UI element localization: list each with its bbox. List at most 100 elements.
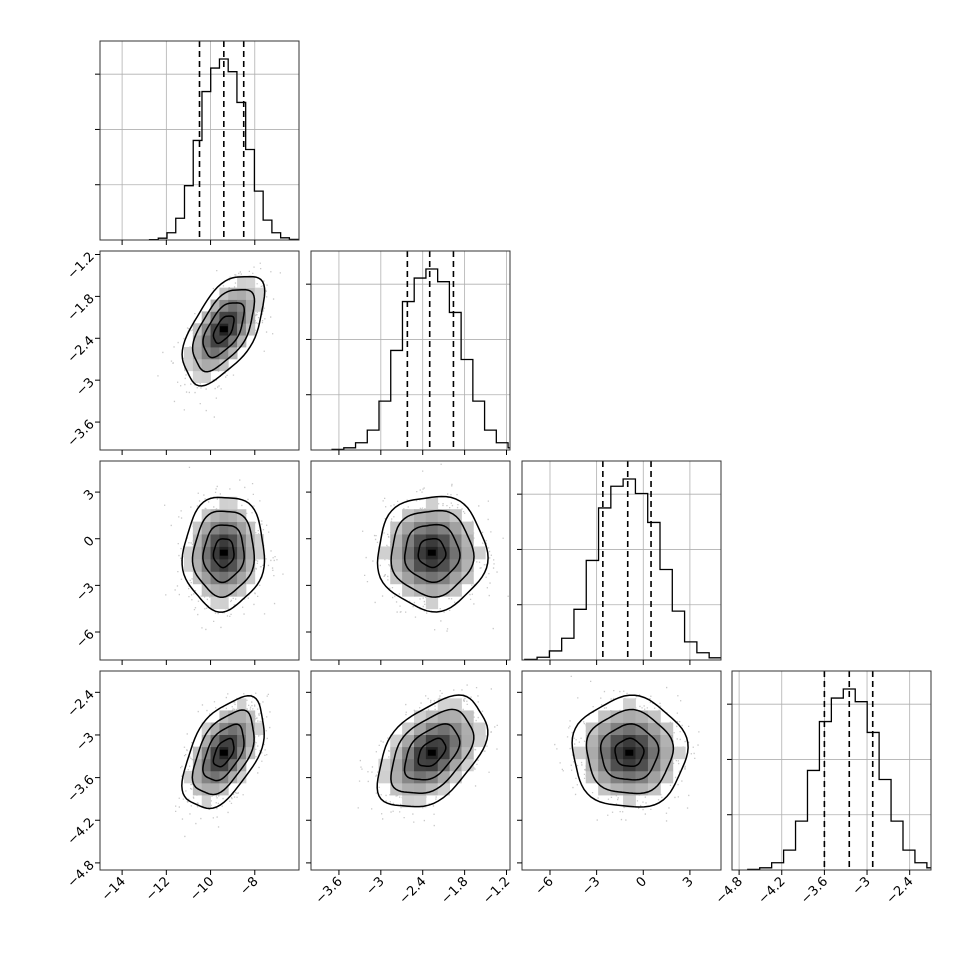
density-cell — [413, 583, 427, 597]
density-cell — [184, 347, 194, 360]
density-cell — [623, 722, 636, 736]
density-cell — [245, 571, 256, 585]
density-cell — [210, 722, 220, 736]
density-cell — [245, 287, 256, 300]
density-cell — [623, 770, 636, 784]
density-cell — [219, 358, 229, 372]
density-cell — [378, 546, 391, 560]
panel-frame — [731, 670, 932, 871]
peak-marker — [219, 749, 228, 756]
x-tick-label-1-2: −2.4 — [397, 874, 430, 907]
density-cell — [402, 571, 415, 585]
panel-frame — [521, 460, 722, 661]
x-tick-label-2-1: −3 — [579, 874, 603, 898]
density-cell — [210, 358, 220, 372]
y-tick-label-2-2: 0 — [81, 534, 97, 550]
density-cell — [461, 710, 474, 723]
density-cell — [390, 546, 403, 560]
density-cell — [201, 521, 211, 535]
histogram-step-line — [524, 478, 721, 660]
density-cell — [413, 558, 427, 572]
density-cell — [413, 534, 427, 547]
peak-marker — [427, 549, 436, 556]
density-cell — [461, 746, 474, 760]
contour-line-2 — [390, 708, 475, 794]
density-cell — [237, 758, 247, 772]
contour-line-2 — [390, 509, 475, 598]
density-cell — [219, 521, 229, 535]
density-cell — [237, 710, 247, 723]
density-cell — [201, 758, 211, 772]
density-cell — [228, 287, 238, 300]
y-tick-label-2-3: 3 — [81, 487, 97, 503]
density-cell — [254, 722, 265, 736]
density-cell — [184, 770, 194, 784]
contour-line-1 — [202, 723, 245, 782]
y-tick-label-2-0: −6 — [73, 627, 97, 651]
density-cell — [210, 770, 220, 784]
density-cell — [228, 722, 238, 736]
x-tick-label-1-3: −1.8 — [439, 874, 472, 907]
density-cell — [192, 546, 203, 560]
density-cell — [413, 770, 427, 784]
contour-line-1 — [202, 302, 246, 359]
density-cell — [425, 770, 439, 784]
density-cell — [237, 335, 247, 348]
density-cell — [228, 335, 238, 348]
density-cell — [254, 534, 265, 547]
density-cell — [210, 583, 220, 597]
density-cell — [192, 358, 203, 372]
density-cell — [245, 546, 256, 560]
density-cell — [437, 698, 451, 711]
x-tick-label-2-3: 3 — [680, 874, 696, 890]
density-cell — [192, 558, 203, 572]
density-cell — [245, 323, 256, 336]
density-cell — [390, 534, 403, 547]
density-cell — [228, 521, 238, 535]
density-cell — [192, 758, 203, 772]
density-cell — [660, 722, 674, 736]
y-tick-label-2-1: −3 — [73, 580, 97, 604]
x-tick-label-3-4: −2.4 — [884, 874, 917, 907]
x-tick-label-0-0: −14 — [99, 874, 129, 904]
y-tick-label-3-3: −3 — [73, 730, 97, 754]
density-cell — [192, 770, 203, 784]
density-cell — [237, 698, 247, 711]
density-cell — [413, 782, 427, 796]
density-cell — [437, 758, 451, 772]
density-cell — [228, 347, 238, 360]
density-cell — [461, 546, 474, 560]
scatter-panel-2-0: −6 −3 0 3 — [73, 460, 300, 665]
contour-line-3 — [376, 694, 489, 808]
density-cell — [228, 496, 238, 510]
density-cell — [425, 596, 439, 610]
density-cell — [449, 722, 462, 736]
density-cell — [623, 758, 636, 772]
density-cell — [425, 521, 439, 535]
density-cell — [210, 299, 220, 312]
contour-line-1 — [202, 524, 245, 584]
x-tick-label-1-1: −3 — [363, 874, 387, 898]
density-cell — [461, 734, 474, 748]
density-cell — [402, 583, 415, 597]
density-cell — [402, 782, 415, 796]
contour-line-0 — [417, 537, 447, 569]
density-cell — [228, 558, 238, 572]
density-cell — [610, 782, 624, 796]
contour-line-3 — [181, 496, 266, 613]
density-cell — [437, 558, 451, 572]
density-cell — [237, 583, 247, 597]
panel-frame — [310, 670, 511, 871]
density-cell — [237, 299, 247, 312]
panel-frame — [521, 670, 722, 871]
density-cell — [245, 722, 256, 736]
scatter-panel-2-1 — [306, 460, 511, 665]
density-cell — [210, 521, 220, 535]
contour-line-1 — [403, 723, 461, 781]
x-tick-label-2-0: −6 — [533, 874, 557, 898]
scatter-panel-3-0: −14 −12 −10 −8 −4.8 −4.2 −3.6 −3 −2.4 — [65, 670, 300, 904]
histogram-panel-3: −4.8 −4.2 −3.6 −3 −2.4 — [713, 670, 932, 907]
density-cell — [672, 746, 686, 760]
density-cell — [219, 583, 229, 597]
density-cell — [228, 571, 238, 585]
